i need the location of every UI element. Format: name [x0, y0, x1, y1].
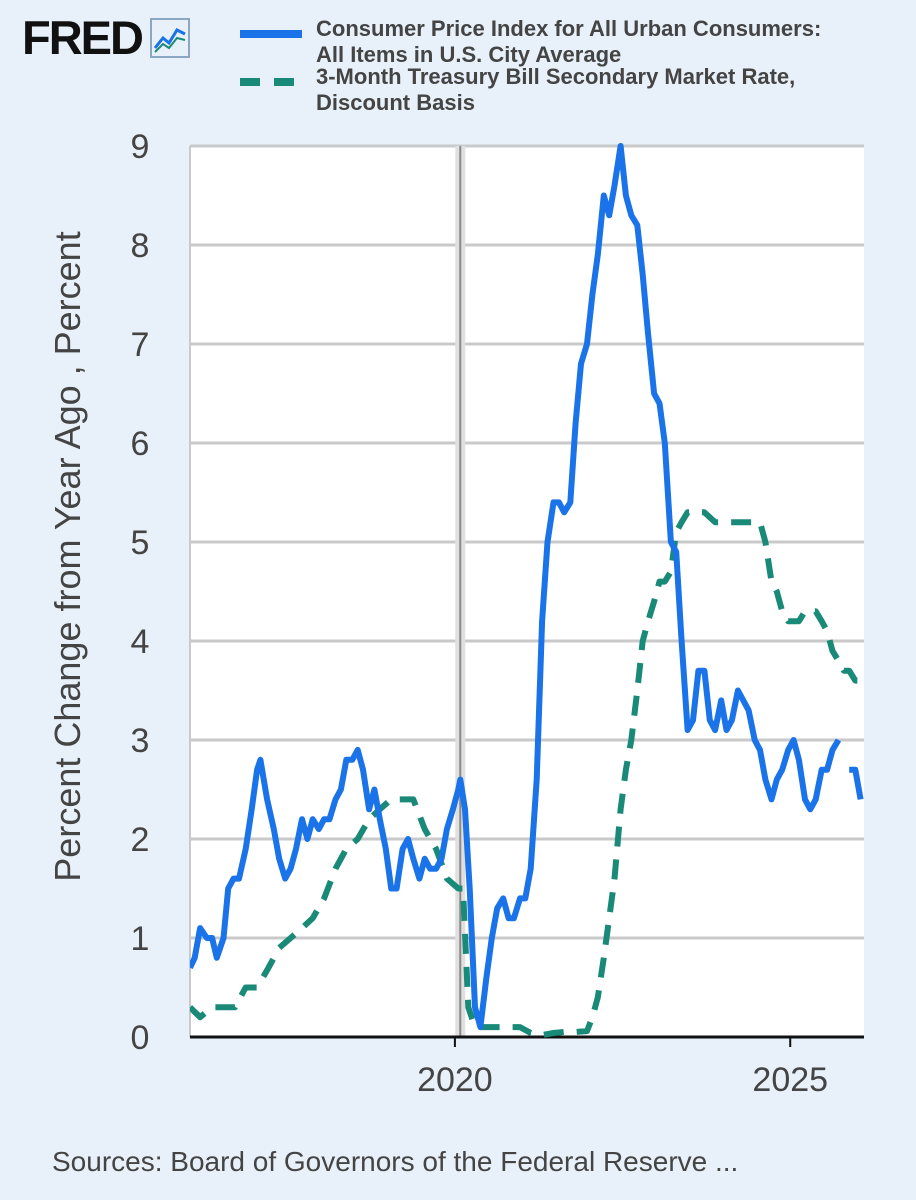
y-tick-label: 4	[131, 623, 150, 661]
legend-label-cpi: Consumer Price Index for All Urban Consu…	[316, 16, 822, 67]
legend-swatch-cpi	[240, 30, 302, 38]
legend-item-cpi[interactable]: Consumer Price Index for All Urban Consu…	[240, 16, 836, 68]
legend-label-tbill: 3-Month Treasury Bill Secondary Market R…	[316, 64, 796, 115]
y-tick-label: 9	[131, 128, 150, 166]
y-tick-label: 7	[131, 326, 150, 364]
y-tick-label: 6	[131, 425, 150, 463]
fred-logo[interactable]: FRED	[22, 14, 190, 61]
fred-logo-text: FRED	[22, 11, 144, 64]
y-tick-label: 3	[131, 722, 150, 760]
plot-area	[190, 146, 864, 1037]
chart: 0 1 2 3 4 5 6 7 8 9 2020 2025 Percent Change from Ye…	[47, 128, 864, 1099]
series-line-cpi	[190, 143, 842, 1031]
legend-swatch-tbill	[240, 78, 302, 86]
y-tick-label: 8	[131, 227, 150, 265]
series-line-cpi	[849, 766, 864, 800]
y-axis-label: Percent Change from Year Ago , Percent	[47, 231, 88, 881]
y-tick-label: 2	[131, 821, 150, 859]
x-tick-label: 2025	[752, 1061, 828, 1099]
y-tick-label: 5	[131, 524, 150, 562]
fred-chart-icon	[149, 17, 190, 58]
y-tick-label: 1	[131, 920, 150, 958]
series-line-tbill	[190, 509, 861, 1038]
source-note: Sources: Board of Governors of the Feder…	[52, 1146, 739, 1177]
legend-item-tbill[interactable]: 3-Month Treasury Bill Secondary Market R…	[240, 64, 836, 116]
x-tick-label: 2020	[417, 1061, 493, 1099]
y-tick-label: 0	[131, 1019, 150, 1057]
